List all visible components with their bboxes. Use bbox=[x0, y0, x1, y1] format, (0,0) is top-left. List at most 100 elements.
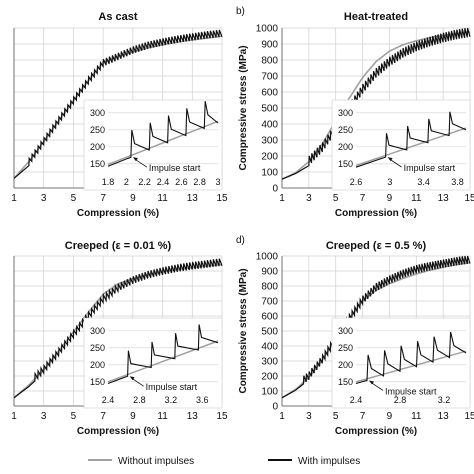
chart-title: Heat-treated bbox=[344, 11, 408, 23]
x-tick-label: 7 bbox=[360, 411, 366, 422]
inset-x-tick-label: 3.4 bbox=[417, 177, 430, 187]
inset-series-without-impulses bbox=[355, 127, 467, 167]
x-tick-label: 9 bbox=[130, 411, 136, 422]
inset-background bbox=[331, 99, 471, 191]
x-tick-label: 9 bbox=[387, 411, 393, 422]
annotation-arrowhead bbox=[369, 380, 374, 385]
y-tick-label: 1000 bbox=[256, 24, 279, 35]
inset-x-tick-label: 1.8 bbox=[102, 177, 115, 187]
x-tick-label: 5 bbox=[71, 411, 77, 422]
inset-y-tick-label: 200 bbox=[90, 360, 105, 370]
inset-x-tick-label: 2.4 bbox=[350, 395, 363, 405]
inset-y-tick-label: 300 bbox=[338, 108, 353, 118]
y-tick-label: 600 bbox=[261, 312, 278, 323]
inset-series-with-impulses bbox=[355, 331, 467, 385]
annotation-impulse-start: Impulse start bbox=[385, 386, 437, 396]
inset-x-tick-label: 2.8 bbox=[133, 395, 146, 405]
y-tick-label: 700 bbox=[261, 72, 278, 83]
x-axis-label: Compression (%) bbox=[335, 426, 417, 437]
annotation-arrow bbox=[131, 377, 144, 387]
x-tick-label: 7 bbox=[100, 193, 106, 204]
y-tick-label: 0 bbox=[272, 402, 278, 413]
y-tick-label: 500 bbox=[261, 327, 278, 338]
annotation-arrowhead bbox=[387, 157, 393, 162]
chart-title: As cast bbox=[98, 11, 137, 23]
inset-y-tick-label: 300 bbox=[338, 326, 353, 336]
x-tick-label: 9 bbox=[387, 193, 393, 204]
x-tick-label: 13 bbox=[187, 411, 199, 422]
inset-x-tick-label: 2.8 bbox=[193, 177, 206, 187]
inset-y-tick-label: 250 bbox=[90, 125, 105, 135]
legend-label-with-impulses: With impulses bbox=[298, 456, 360, 467]
x-tick-label: 7 bbox=[360, 193, 366, 204]
annotation-arrow bbox=[370, 382, 384, 391]
inset-y-tick-label: 150 bbox=[90, 377, 105, 387]
inset-x-tick-label: 3 bbox=[215, 177, 220, 187]
annotation-impulse-start: Impulse start bbox=[149, 163, 201, 173]
inset-y-tick-label: 150 bbox=[338, 159, 353, 169]
x-tick-label: 13 bbox=[438, 193, 450, 204]
inset-x-tick-label: 2.2 bbox=[138, 177, 151, 187]
x-tick-label: 15 bbox=[216, 193, 228, 204]
x-tick-label: 11 bbox=[411, 193, 422, 204]
y-tick-label: 100 bbox=[261, 387, 278, 398]
inset-background bbox=[83, 99, 223, 191]
inset-x-tick-label: 2.8 bbox=[394, 395, 407, 405]
annotation-arrowhead bbox=[129, 376, 135, 381]
y-tick-label: 400 bbox=[261, 342, 278, 353]
x-axis-label: Compression (%) bbox=[77, 426, 159, 437]
inset-x-tick-label: 3.2 bbox=[165, 395, 178, 405]
x-tick-label: 3 bbox=[41, 193, 47, 204]
y-tick-label: 400 bbox=[261, 120, 278, 131]
x-tick-label: 13 bbox=[438, 411, 450, 422]
inset-x-tick-label: 3 bbox=[387, 177, 392, 187]
chart-panel-b: 1 3 5 7 9 11 13 1501002003004005006007008009001… bbox=[236, 6, 474, 219]
x-tick-label: 3 bbox=[306, 193, 312, 204]
y-tick-label: 0 bbox=[272, 184, 278, 195]
inset-plot: 150 200 250 300 2.4 2.8 3.2 3.6 Impulse start bbox=[83, 317, 223, 409]
inset-y-tick-label: 150 bbox=[338, 377, 353, 387]
x-tick-label: 7 bbox=[100, 411, 106, 422]
inset-y-tick-label: 200 bbox=[338, 142, 353, 152]
inset-x-tick-label: 2.4 bbox=[102, 395, 115, 405]
x-tick-label: 3 bbox=[306, 411, 312, 422]
inset-y-tick-label: 200 bbox=[338, 360, 353, 370]
x-tick-label: 5 bbox=[71, 193, 77, 204]
inset-background bbox=[331, 317, 471, 409]
chart-title: Creeped (ε = 0.01 %) bbox=[65, 240, 172, 252]
inset-series-with-impulses bbox=[107, 324, 219, 385]
legend-label-without-impulses: Without impulses bbox=[118, 456, 194, 467]
y-tick-label: 200 bbox=[261, 152, 278, 163]
x-tick-label: 1 bbox=[11, 193, 17, 204]
y-axis-label: Compressive stress (MPa) bbox=[238, 45, 249, 170]
x-tick-label: 15 bbox=[464, 411, 474, 422]
y-tick-label: 500 bbox=[261, 104, 278, 115]
inset-series-without-impulses bbox=[107, 120, 219, 166]
inset-y-tick-label: 250 bbox=[338, 343, 353, 353]
inset-x-tick-label: 3.2 bbox=[438, 395, 451, 405]
y-tick-label: 300 bbox=[261, 357, 278, 368]
inset-y-tick-label: 200 bbox=[90, 142, 105, 152]
x-tick-label: 15 bbox=[464, 193, 474, 204]
x-tick-label: 11 bbox=[157, 193, 168, 204]
panel-letter: b) bbox=[236, 6, 245, 17]
panel-letter: d) bbox=[236, 235, 245, 246]
y-tick-label: 1000 bbox=[256, 252, 279, 263]
annotation-impulse-start: Impulse start bbox=[404, 163, 456, 173]
inset-series-with-impulses bbox=[107, 101, 219, 167]
series-line-with-impulses bbox=[13, 258, 223, 399]
x-tick-label: 15 bbox=[216, 411, 228, 422]
inset-plot: 150 200 250 300 1.8 2 2.2 2.4 2.6 2.8 3 Impulse sta… bbox=[83, 99, 223, 191]
x-tick-label: 3 bbox=[41, 411, 47, 422]
y-tick-label: 800 bbox=[261, 56, 278, 67]
x-axis-label: Compression (%) bbox=[335, 208, 417, 219]
annotation-arrowhead bbox=[132, 157, 138, 162]
inset-x-tick-label: 3.6 bbox=[196, 395, 209, 405]
x-tick-label: 1 bbox=[11, 411, 17, 422]
annotation-arrow bbox=[134, 158, 148, 168]
y-tick-label: 300 bbox=[261, 136, 278, 147]
legend: Without impulses With impulses bbox=[88, 456, 360, 467]
